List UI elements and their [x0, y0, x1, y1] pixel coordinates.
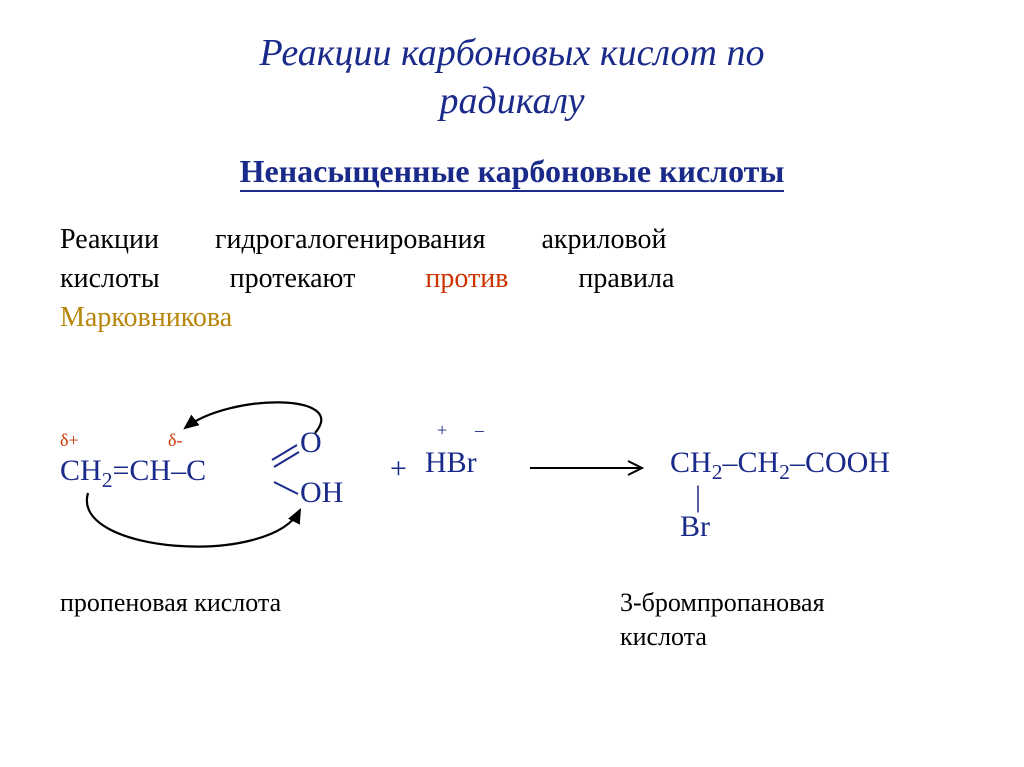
subtitle-text: Ненасыщенные карбоновые кислоты	[240, 153, 785, 192]
br-charge: –	[475, 420, 484, 441]
product-ch2a: CH	[670, 446, 712, 479]
body-w7: правила	[578, 263, 674, 294]
product-bar: |	[695, 480, 701, 514]
label-left: пропеновая кислота	[60, 588, 281, 618]
reactant-oh: OH	[300, 476, 343, 510]
slide: Реакции карбоновых кислот по радикалу Не…	[0, 0, 1024, 767]
label-right-1: 3-бромпропановая	[620, 588, 825, 618]
body-w4: кислоты	[60, 263, 160, 294]
h-charge: +	[437, 420, 447, 441]
plus-sign: +	[390, 452, 407, 486]
body-w3: акриловой	[541, 224, 666, 255]
label-right-2: кислота	[620, 622, 707, 652]
reactant-left: CH2=CH–C	[60, 454, 206, 493]
title-line-1: Реакции карбоновых кислот по	[260, 32, 765, 74]
reactant-o: O	[300, 426, 322, 460]
product-br: Br	[680, 510, 710, 544]
body-w6: против	[425, 263, 508, 294]
slide-subtitle: Ненасыщенные карбоновые кислоты	[60, 153, 964, 192]
reaction-labels: пропеновая кислота 3-бромпропановая кисл…	[60, 588, 964, 648]
reactant-dbl: =	[112, 454, 129, 487]
product: CH2–CH2–COOH	[670, 446, 890, 485]
product-cooh: –COOH	[790, 446, 890, 479]
body-w8: Марковникова	[60, 302, 232, 333]
body-w5: протекают	[230, 263, 356, 294]
body-w1: Реакции	[60, 224, 159, 255]
title-line-2: радикалу	[440, 80, 585, 122]
reaction-arrow-icon	[530, 458, 650, 478]
reactant-ch2: CH	[60, 454, 102, 487]
delta-minus: δ-	[168, 430, 182, 451]
body-w2: гидрогалогенирования	[215, 224, 485, 255]
product-ch2b: –CH	[722, 446, 779, 479]
slide-title: Реакции карбоновых кислот по радикалу	[60, 30, 964, 125]
reactant-ch-c: CH–C	[129, 454, 206, 487]
reaction-scheme: δ+ δ- CH2=CH–C O OH + + – HBr CH2–CH2–CO…	[60, 398, 964, 578]
body-paragraph: Реакции гидрогалогенирования акриловой к…	[60, 220, 964, 338]
hbr: HBr	[425, 446, 477, 480]
delta-plus: δ+	[60, 430, 79, 451]
